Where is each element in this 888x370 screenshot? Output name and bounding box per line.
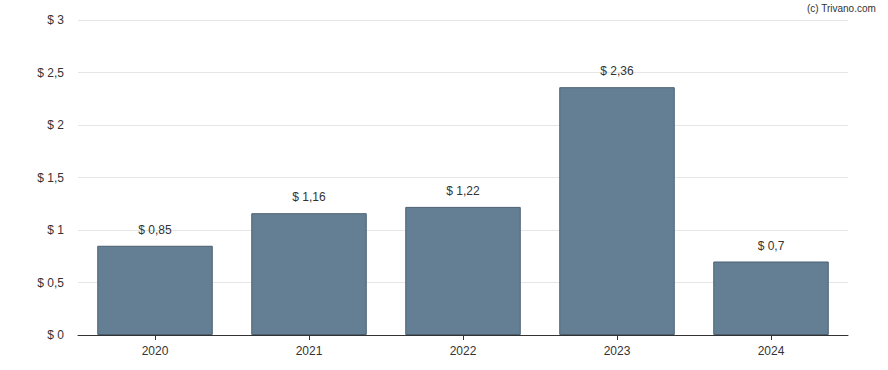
svg-text:2023: 2023: [604, 344, 631, 358]
svg-text:2024: 2024: [758, 344, 785, 358]
svg-text:2021: 2021: [296, 344, 323, 358]
svg-text:$ 1,22: $ 1,22: [446, 184, 480, 198]
svg-text:$ 1: $ 1: [47, 223, 64, 237]
svg-text:$ 2: $ 2: [47, 118, 64, 132]
svg-text:(c) Trivano.com: (c) Trivano.com: [807, 3, 876, 14]
svg-text:$ 0: $ 0: [47, 328, 64, 342]
svg-text:$ 0,7: $ 0,7: [758, 239, 785, 253]
svg-text:2022: 2022: [450, 344, 477, 358]
svg-text:$ 0,5: $ 0,5: [37, 276, 64, 290]
svg-text:$ 0,85: $ 0,85: [138, 223, 172, 237]
svg-text:$ 1,16: $ 1,16: [292, 190, 326, 204]
svg-text:2020: 2020: [142, 344, 169, 358]
svg-text:$ 2,36: $ 2,36: [600, 64, 634, 78]
svg-text:$ 3: $ 3: [47, 13, 64, 27]
svg-text:$ 1,5: $ 1,5: [37, 171, 64, 185]
svg-text:$ 2,5: $ 2,5: [37, 66, 64, 80]
